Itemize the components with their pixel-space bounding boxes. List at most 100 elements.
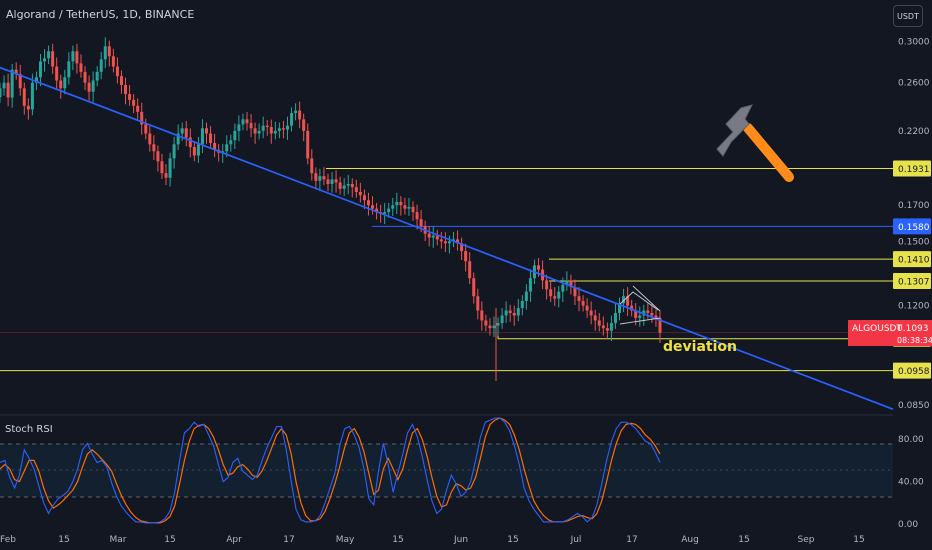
price-scale-label: 0.1500 (898, 237, 930, 247)
level-price-value: 0.0958 (898, 367, 930, 377)
candle-body (302, 119, 306, 131)
candle-body (148, 133, 152, 145)
candle (298, 101, 302, 129)
candle (613, 303, 617, 329)
candle (261, 116, 265, 139)
candle (51, 43, 55, 74)
candle (500, 308, 504, 329)
candle-body (253, 128, 257, 134)
candle-body (403, 205, 407, 209)
candle-body (391, 205, 395, 209)
candle (549, 281, 553, 303)
candle (184, 120, 188, 147)
candle-body (431, 235, 435, 238)
candle-body (609, 323, 613, 331)
price-scale-label: 0.3000 (898, 37, 930, 47)
candle (585, 298, 589, 318)
candle (350, 178, 354, 198)
candle (427, 226, 431, 247)
candle-body (22, 88, 26, 106)
candle-body (488, 325, 492, 329)
candle (630, 299, 634, 317)
candle-body (581, 300, 585, 306)
candle (22, 82, 26, 115)
candle-body (658, 317, 662, 333)
currency-button[interactable]: USDT (893, 5, 923, 27)
level-price-tag (893, 251, 931, 268)
candle (119, 70, 123, 94)
candle-body (545, 280, 549, 290)
candle-body (59, 80, 63, 89)
stoch-rsi-d-line (0, 417, 661, 524)
candle-body (225, 144, 229, 152)
candle (338, 176, 342, 195)
candle-body (209, 133, 213, 143)
candle-body (10, 69, 14, 98)
time-axis-label: 15 (392, 535, 403, 545)
candle-body (30, 82, 34, 110)
candle-body (387, 208, 391, 213)
candle-body (557, 291, 561, 299)
time-axis-label: 15 (738, 535, 749, 545)
candle (253, 122, 257, 144)
candle-body (136, 105, 140, 112)
candle (395, 192, 399, 215)
candle (156, 145, 160, 172)
candle-body (630, 305, 634, 311)
candle (383, 203, 387, 225)
candle (593, 309, 597, 331)
candle (371, 196, 375, 215)
candle (480, 301, 484, 331)
candle-body (229, 140, 233, 145)
candle-body (241, 119, 245, 125)
candle-body (605, 328, 609, 331)
candle (577, 287, 581, 312)
candle (488, 318, 492, 336)
price-scale-label: 0.2600 (898, 79, 930, 89)
trendline[interactable] (0, 66, 894, 411)
candle-body (634, 310, 638, 318)
symbol-title[interactable]: Algorand / TetherUS, 1D, BINANCE (6, 8, 195, 21)
candle (91, 71, 95, 103)
candle (626, 287, 630, 316)
candle-body (638, 315, 642, 318)
candle (456, 230, 460, 251)
level-price-value: 0.1580 (898, 223, 930, 233)
level-price-tag (893, 160, 931, 177)
candle (209, 126, 213, 149)
candle (638, 306, 642, 327)
indicator-label[interactable]: Stoch RSI (5, 424, 53, 435)
candle-body (140, 111, 144, 125)
candle (128, 84, 132, 106)
candle-body (395, 201, 399, 206)
candle (354, 179, 358, 198)
wedge-pattern-drawing[interactable] (619, 285, 661, 325)
candle (561, 277, 565, 302)
candle-body (2, 82, 6, 89)
candle (43, 49, 47, 72)
candle-body (47, 51, 51, 59)
last-price-tag: ALGOUSDT 0.1093 08:38:34 (848, 320, 932, 346)
time-axis-label: Feb (0, 535, 16, 545)
candle (447, 235, 451, 254)
indicator-scale-label: 0.00 (898, 520, 918, 530)
candle (618, 297, 622, 321)
candle-body (354, 187, 358, 192)
candle-body (38, 61, 42, 78)
candle-body (91, 80, 95, 92)
candle (257, 123, 261, 140)
candle-body (597, 320, 601, 326)
candle-body (512, 312, 516, 316)
candle-body (281, 128, 285, 130)
candle-body (346, 183, 350, 186)
candle (504, 301, 508, 323)
candle-body (6, 82, 10, 98)
candle (115, 57, 119, 84)
candle-body (504, 310, 508, 316)
candle (366, 192, 370, 216)
candle (484, 314, 488, 332)
candle (460, 237, 464, 260)
candle-body (520, 300, 524, 309)
candle-body (67, 61, 71, 78)
candle (273, 121, 277, 140)
